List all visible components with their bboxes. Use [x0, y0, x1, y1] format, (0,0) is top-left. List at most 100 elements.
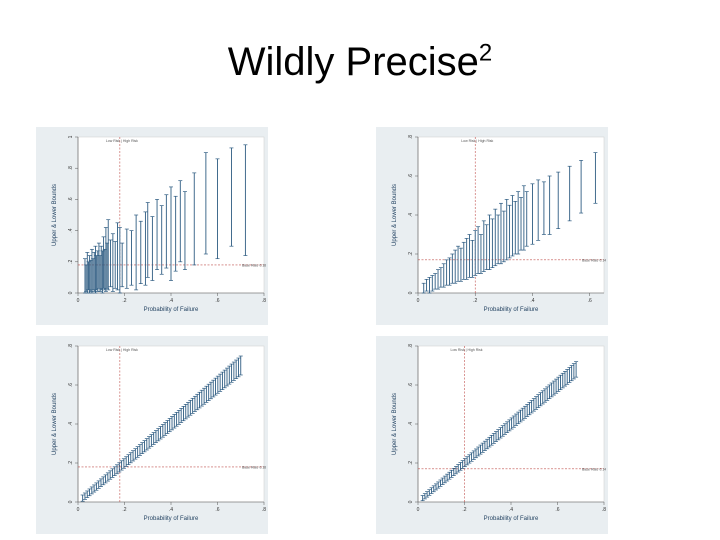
- error-bar: [208, 381, 213, 400]
- y-tick-label: .6: [68, 197, 74, 201]
- error-bar: [144, 438, 149, 451]
- error-bar: [567, 165, 572, 222]
- error-bar: [525, 403, 530, 417]
- error-bar: [179, 408, 184, 423]
- error-bar: [151, 432, 156, 445]
- error-bar: [454, 466, 459, 475]
- error-bar: [206, 383, 211, 401]
- chart-top-right: 0 .2 .4 .6 .8 0 .2 .4 .6 Probability of Failure Up…: [392, 135, 606, 313]
- chart-panel-bottom-right: 0 .2 .4 .6 .8 0 .2 .4 .6 .8 Probability of Failure…: [376, 336, 608, 534]
- error-bar: [160, 424, 165, 438]
- error-bar: [176, 410, 181, 425]
- error-bar: [211, 379, 216, 398]
- error-bar: [427, 489, 432, 496]
- x-tick-label: .6: [215, 507, 219, 513]
- error-bar: [574, 361, 579, 378]
- error-bars: [421, 152, 598, 294]
- error-bar: [504, 199, 509, 261]
- error-bar: [427, 277, 432, 294]
- error-bar: [93, 245, 98, 294]
- risk-region-label: Low Risk | High Risk: [106, 348, 138, 352]
- error-bar: [183, 404, 188, 420]
- error-bar: [128, 452, 133, 464]
- error-bar: [243, 144, 248, 256]
- error-bar: [199, 389, 204, 407]
- slide-title-text: Wildly Precise: [227, 40, 479, 84]
- x-tick-label: .8: [262, 507, 266, 513]
- error-bar: [534, 396, 539, 410]
- y-tick-label: .4: [68, 422, 74, 426]
- error-bar: [536, 179, 541, 241]
- chart-bottom-left: 0 .2 .4 .6 .8 0 .2 .4 .6 .8 Probability of Failure…: [52, 344, 266, 522]
- slide-title: Wildly Precise2: [0, 40, 720, 85]
- base-rate-label: Base Rate 0.18: [242, 465, 266, 469]
- error-bar: [514, 413, 519, 426]
- error-bar: [465, 456, 470, 466]
- x-tick-label: .4: [530, 298, 534, 304]
- y-tick-label: 1: [68, 135, 74, 138]
- error-bar: [117, 462, 122, 473]
- error-bar: [98, 478, 103, 487]
- error-bar: [155, 199, 160, 270]
- error-bar: [222, 369, 227, 389]
- error-bar: [456, 464, 461, 473]
- error-bar: [498, 202, 503, 265]
- error-bar: [142, 440, 147, 453]
- error-bar: [80, 494, 85, 502]
- error-bar: [134, 214, 139, 291]
- error-bar: [110, 233, 115, 292]
- error-bar: [117, 227, 122, 294]
- error-bar: [579, 160, 584, 214]
- error-bar: [89, 486, 94, 495]
- base-rate-label: Base Rate 0.14: [582, 467, 606, 471]
- error-bar: [113, 241, 118, 289]
- error-bar: [562, 371, 567, 387]
- error-bar: [140, 442, 145, 454]
- x-tick-label: .4: [169, 507, 173, 513]
- error-bar: [159, 205, 164, 275]
- chart-top-left: 0 .2 .4 .6 .8 1 0 .2 .4 .6 .8 Probability of Failur…: [52, 135, 266, 313]
- error-bar: [108, 239, 113, 288]
- error-bar: [430, 275, 435, 292]
- error-bar: [147, 436, 152, 449]
- error-bar: [487, 436, 492, 448]
- error-bar: [560, 372, 565, 389]
- x-tick-label: 0: [417, 298, 420, 304]
- error-bar: [489, 435, 494, 446]
- error-bar: [436, 481, 441, 489]
- error-bar: [149, 434, 154, 447]
- x-tick-label: .4: [509, 507, 513, 513]
- error-bar: [536, 394, 541, 408]
- error-bar: [425, 491, 430, 498]
- error-bar: [445, 473, 450, 482]
- error-bar: [204, 385, 209, 403]
- error-bar: [516, 411, 521, 425]
- x-axis-title: Probability of Failure: [484, 516, 539, 522]
- risk-region-label: Low Risk | High Risk: [461, 139, 493, 143]
- y-tick-label: .4: [68, 228, 74, 232]
- error-bar: [565, 369, 570, 385]
- error-bar: [145, 202, 150, 278]
- error-bar: [120, 242, 125, 288]
- error-bar: [124, 456, 129, 467]
- y-tick-label: .8: [68, 344, 74, 348]
- y-tick-label: 0: [408, 291, 414, 294]
- error-bar: [498, 427, 503, 439]
- x-axis-title: Probability of Failure: [144, 307, 199, 313]
- error-bar: [231, 361, 236, 381]
- error-bar: [172, 414, 177, 429]
- plot-area: [417, 136, 605, 294]
- error-bar: [173, 195, 178, 272]
- error-bar: [195, 393, 200, 411]
- y-axis-title: Upper & Lower Bounds: [392, 393, 398, 455]
- error-bar: [238, 355, 243, 376]
- error-bar: [103, 227, 108, 292]
- error-bar: [516, 191, 521, 255]
- error-bar: [192, 395, 197, 412]
- error-bar: [153, 430, 158, 444]
- risk-region-label: Low Risk | High Risk: [106, 139, 138, 143]
- x-axis-title: Probability of Failure: [144, 516, 199, 522]
- error-bar: [474, 448, 479, 459]
- slide-title-superscript: 2: [478, 39, 493, 67]
- plot-area: [77, 345, 265, 503]
